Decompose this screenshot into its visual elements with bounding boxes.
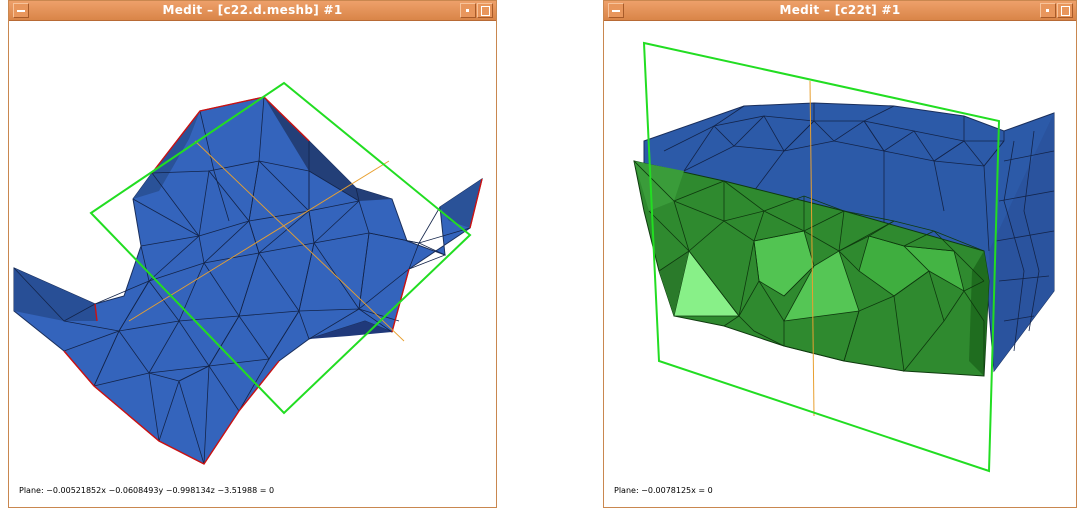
minimize-button[interactable] bbox=[460, 3, 476, 18]
window-menu-button[interactable] bbox=[13, 3, 29, 18]
3d-viewport[interactable]: Plane: −0.0078125x = 0 bbox=[604, 21, 1076, 507]
maximize-button[interactable] bbox=[1057, 3, 1073, 18]
window-title: Medit – [c22t] #1 bbox=[779, 3, 901, 17]
volume-mesh bbox=[633, 80, 1055, 417]
3d-viewport[interactable]: Plane: −0.00521852x −0.0608493y −0.99813… bbox=[9, 21, 496, 507]
plane-equation-status: Plane: −0.0078125x = 0 bbox=[614, 486, 713, 495]
axis-line bbox=[809, 80, 815, 417]
clipping-plane bbox=[89, 81, 472, 415]
clipping-plane bbox=[642, 41, 1001, 473]
maximize-button[interactable] bbox=[477, 3, 493, 18]
window-menu-button[interactable] bbox=[608, 3, 624, 18]
medit-window-left[interactable]: Medit – [c22.d.meshb] #1 bbox=[8, 0, 497, 508]
title-bar[interactable]: Medit – [c22t] #1 bbox=[604, 1, 1076, 21]
window-title: Medit – [c22.d.meshb] #1 bbox=[162, 3, 343, 17]
minimize-button[interactable] bbox=[1040, 3, 1056, 18]
title-bar[interactable]: Medit – [c22.d.meshb] #1 bbox=[9, 1, 496, 21]
mesh-render bbox=[13, 81, 483, 465]
plane-equation-status: Plane: −0.00521852x −0.0608493y −0.99813… bbox=[19, 486, 275, 495]
surface-mesh bbox=[13, 96, 483, 465]
medit-window-right[interactable]: Medit – [c22t] #1 bbox=[603, 0, 1077, 508]
mesh-render bbox=[633, 41, 1055, 473]
